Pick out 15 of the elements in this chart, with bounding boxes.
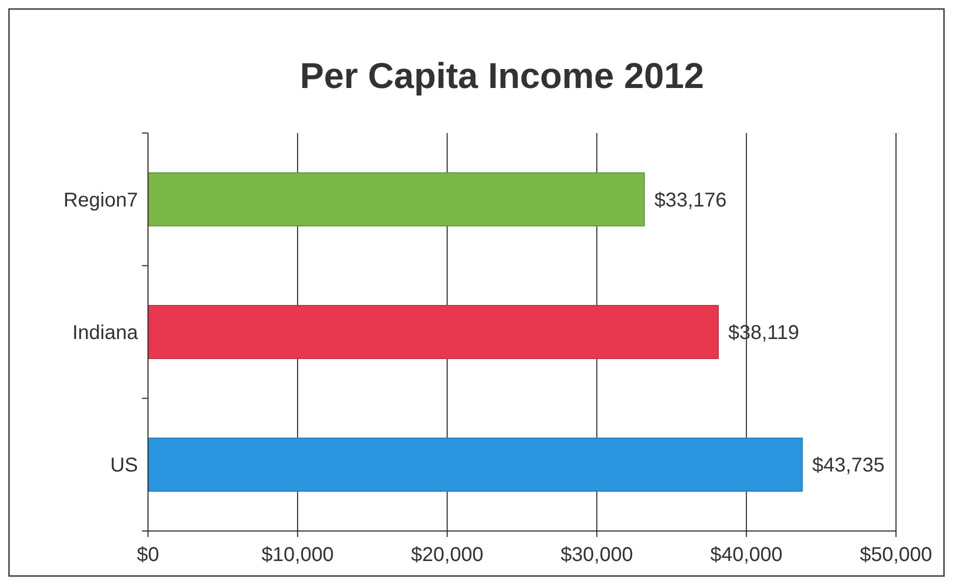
data-label: $43,735 xyxy=(812,454,885,477)
bar xyxy=(148,438,803,492)
y-tick-label: Region7 xyxy=(63,189,138,212)
x-tick-label: $20,000 xyxy=(411,544,484,566)
chart-title: Per Capita Income 2012 xyxy=(300,55,704,96)
bar xyxy=(148,172,645,226)
data-label: $33,176 xyxy=(654,189,727,212)
y-tick-label: US xyxy=(110,454,138,477)
x-tick-label: $50,000 xyxy=(860,544,932,566)
x-tick-label: $40,000 xyxy=(710,544,783,566)
x-tick-label: $10,000 xyxy=(261,544,334,566)
y-tick-label: Indiana xyxy=(72,322,139,344)
bar xyxy=(148,304,719,360)
x-tick-label: $30,000 xyxy=(560,544,633,566)
x-tick-label: $0 xyxy=(136,544,160,566)
